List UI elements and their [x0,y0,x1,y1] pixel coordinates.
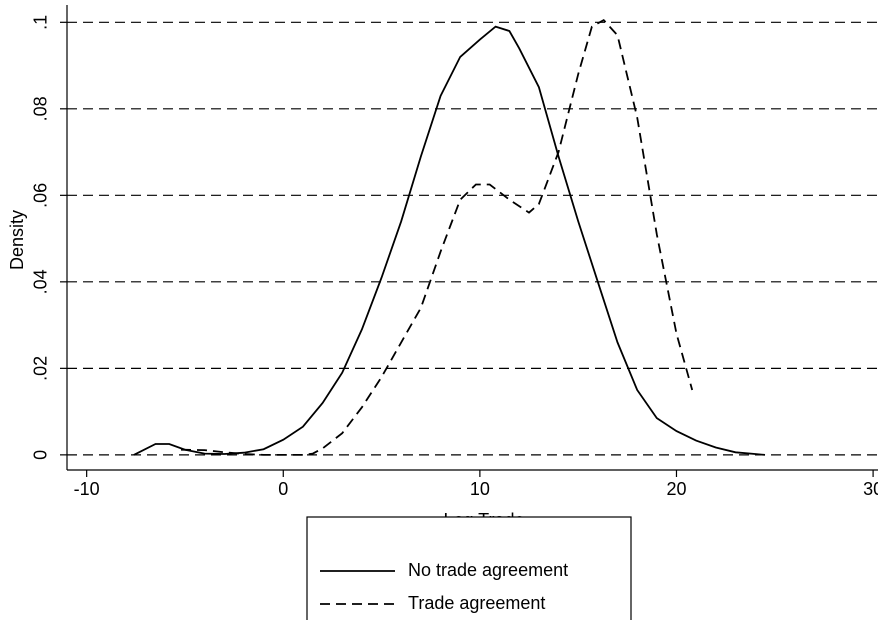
y-tick-label: .02 [31,356,51,381]
x-tick-label: -10 [74,479,100,499]
legend-label: Trade agreement [408,593,545,613]
y-tick-label: .06 [31,183,51,208]
y-tick-label: .04 [31,269,51,294]
y-tick-label: .1 [31,15,51,30]
y-tick-label: .08 [31,96,51,121]
series-line [180,18,694,456]
x-tick-label: 30 [863,479,878,499]
legend-box [306,516,632,620]
y-axis-label: Density [7,210,27,270]
legend-label: No trade agreement [408,560,568,580]
x-tick-label: 20 [666,479,686,499]
x-tick-label: 0 [278,479,288,499]
x-tick-label: 10 [470,479,490,499]
y-tick-label: 0 [31,450,51,460]
series-line [133,25,766,456]
